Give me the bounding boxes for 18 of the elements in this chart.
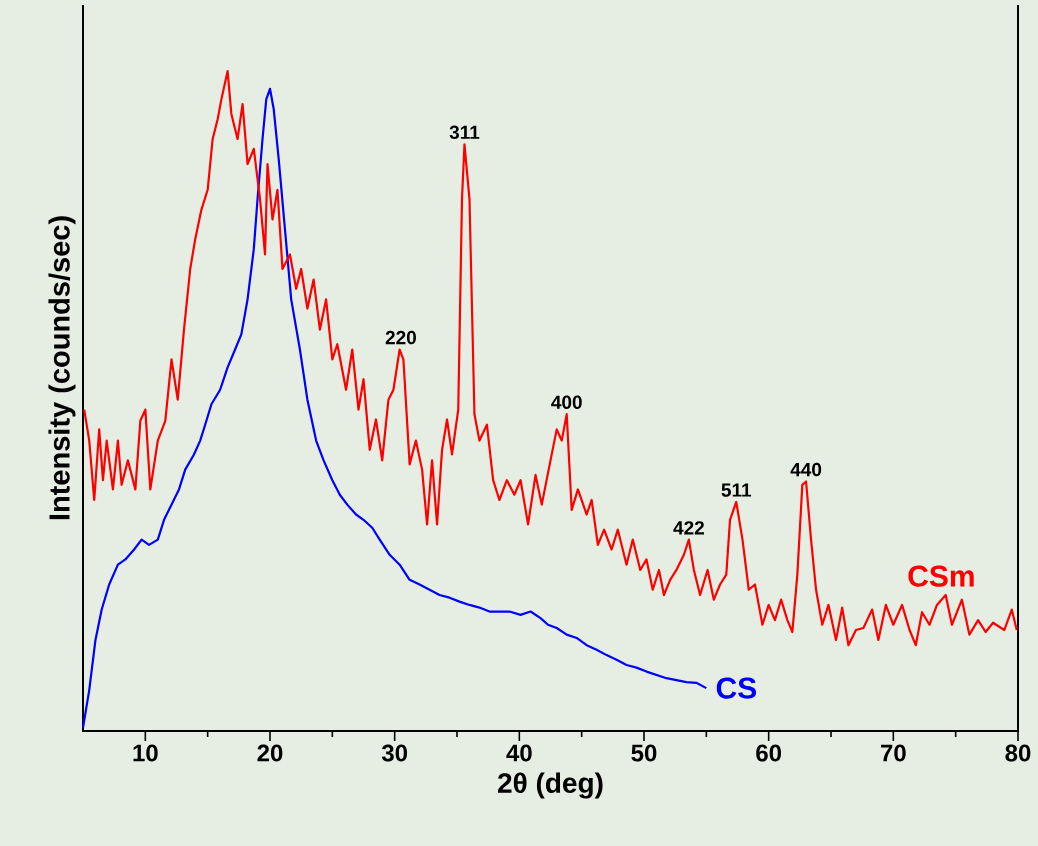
annotation: 440 — [790, 462, 822, 477]
x-tick-label: 40 — [506, 744, 532, 762]
series-label: CS — [716, 677, 757, 699]
x-tick-label: 70 — [881, 744, 906, 762]
x-tick-label: 20 — [257, 744, 283, 762]
x-axis-title: 2θ (deg) — [498, 772, 603, 799]
x-tick-label: 50 — [631, 744, 657, 762]
x-tick-label: 80 — [1005, 744, 1031, 762]
annotation: 400 — [551, 395, 582, 409]
x-tick-label: 30 — [381, 744, 408, 762]
annotation: 511 — [721, 483, 752, 497]
x-tick-label: 60 — [756, 744, 782, 762]
annotation: 422 — [673, 521, 704, 535]
annotation: 311 — [449, 125, 480, 140]
y-axis-title: Intensity (counds/sec) — [48, 216, 76, 520]
x-tick-label: 10 — [133, 744, 158, 762]
series-label: CSm — [908, 565, 974, 587]
annotation: 220 — [385, 330, 416, 345]
